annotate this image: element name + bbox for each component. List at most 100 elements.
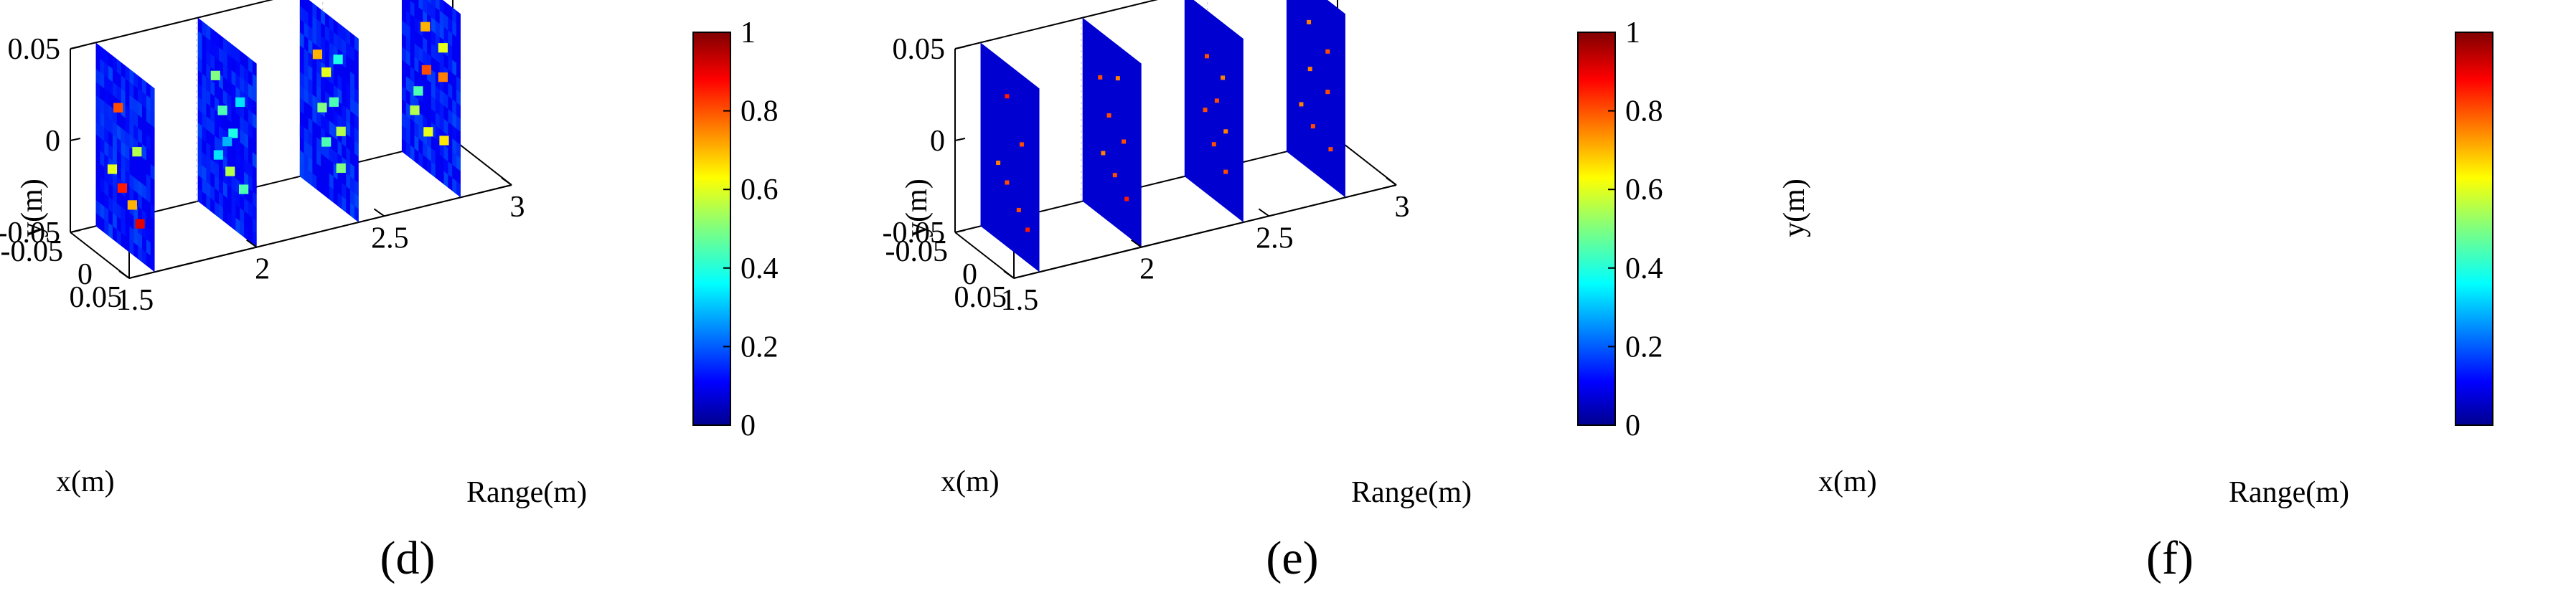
noise-cell bbox=[121, 141, 126, 158]
noise-cell bbox=[410, 66, 415, 83]
noise-cell bbox=[299, 123, 304, 141]
noise-cell bbox=[342, 196, 347, 213]
noise-cell bbox=[456, 102, 461, 119]
target-point bbox=[438, 43, 448, 53]
noise-cell bbox=[146, 226, 151, 243]
noise-cell bbox=[146, 174, 151, 191]
noise-cell bbox=[210, 184, 215, 201]
noise-cell bbox=[218, 125, 223, 143]
noise-cell bbox=[227, 92, 232, 110]
noise-cell bbox=[197, 83, 202, 100]
noise-cell bbox=[431, 30, 436, 47]
noise-cell bbox=[299, 71, 304, 88]
noise-cell bbox=[210, 53, 215, 70]
noise-cell bbox=[202, 152, 207, 169]
noise-cell bbox=[252, 86, 257, 103]
noise-cell bbox=[215, 122, 219, 139]
noise-cell bbox=[100, 111, 105, 128]
noise-cell bbox=[202, 125, 207, 143]
noise-cell bbox=[401, 85, 406, 103]
y-axis-label: y(m) bbox=[901, 179, 934, 237]
target-point bbox=[1221, 75, 1226, 80]
noise-cell bbox=[346, 94, 351, 111]
noise-cell bbox=[100, 137, 105, 154]
y-axis-label: y(m) bbox=[1778, 179, 1811, 237]
noise-cell bbox=[431, 108, 436, 125]
noise-cell bbox=[299, 163, 304, 180]
target-point bbox=[213, 150, 223, 160]
noise-cell bbox=[95, 108, 100, 125]
target-point bbox=[321, 137, 332, 147]
noise-cell bbox=[443, 158, 448, 175]
noise-cell bbox=[304, 35, 309, 52]
colorbar-gradient bbox=[2455, 32, 2493, 426]
tick-mark bbox=[1003, 270, 1015, 279]
noise-cell bbox=[112, 82, 117, 99]
tick-labels: 1.522.530.050-0.050.050-0.05 bbox=[0, 33, 525, 317]
noise-cell bbox=[133, 124, 138, 141]
noise-cell bbox=[104, 219, 109, 237]
noise-cell bbox=[146, 186, 151, 204]
noise-cell bbox=[206, 115, 211, 133]
noise-cell bbox=[141, 183, 146, 200]
noise-cell bbox=[252, 204, 257, 222]
noise-cell bbox=[308, 169, 313, 186]
noise-cell bbox=[121, 219, 126, 237]
noise-cell bbox=[104, 114, 109, 131]
noise-cell bbox=[410, 79, 415, 96]
range-axis-label: Range(m) bbox=[466, 476, 587, 509]
range-axis-label: Range(m) bbox=[2229, 476, 2349, 509]
noise-cell bbox=[95, 82, 100, 99]
noise-cell bbox=[244, 158, 248, 176]
panel-caption: (d) bbox=[380, 532, 436, 584]
noise-cell bbox=[431, 95, 436, 113]
noise-cell bbox=[108, 144, 113, 161]
noise-cell bbox=[346, 173, 351, 190]
noise-cell bbox=[308, 77, 313, 95]
noise-cell bbox=[312, 16, 317, 32]
noise-cell bbox=[231, 175, 236, 191]
noise-cell bbox=[150, 255, 155, 272]
noise-cell bbox=[312, 108, 317, 124]
noise-cell bbox=[439, 102, 444, 119]
noise-cell bbox=[125, 144, 130, 161]
noise-cell bbox=[337, 87, 342, 105]
noise-cell bbox=[321, 35, 325, 52]
noise-cell bbox=[133, 229, 138, 246]
noise-cell bbox=[333, 110, 338, 128]
noise-cell bbox=[121, 153, 126, 171]
noise-cell bbox=[354, 206, 359, 222]
axis-line bbox=[954, 232, 1015, 279]
noise-cell bbox=[312, 94, 317, 111]
range-tick-label: 2.5 bbox=[1256, 222, 1294, 255]
noise-cell bbox=[125, 130, 130, 148]
noise-cell bbox=[350, 123, 354, 141]
noise-cell bbox=[215, 175, 219, 191]
target-point bbox=[336, 126, 346, 136]
noise-cell bbox=[414, 56, 419, 73]
target-point bbox=[132, 147, 142, 157]
target-point bbox=[1214, 98, 1219, 103]
range-axis-label: Range(m) bbox=[1351, 476, 1472, 509]
noise-cell bbox=[312, 68, 317, 85]
x-axis-label: x(m) bbox=[1818, 465, 1877, 498]
noise-cell bbox=[150, 203, 155, 220]
tick-mark bbox=[1386, 177, 1397, 186]
noise-cell bbox=[414, 16, 419, 34]
noise-cell bbox=[329, 186, 334, 203]
noise-cell bbox=[410, 92, 415, 109]
noise-cell bbox=[316, 71, 321, 88]
noise-cell bbox=[427, 145, 431, 162]
tick-mark bbox=[70, 229, 81, 233]
noise-cell bbox=[354, 140, 359, 157]
target-point bbox=[127, 200, 137, 210]
noise-cell bbox=[456, 181, 461, 198]
x-tick-label: 0 bbox=[962, 258, 977, 291]
noise-cell bbox=[354, 87, 359, 105]
noise-cell bbox=[448, 56, 453, 73]
noise-cell bbox=[146, 95, 151, 112]
noise-cell bbox=[448, 30, 453, 47]
target-point bbox=[228, 128, 238, 138]
noise-cell bbox=[138, 75, 142, 92]
noise-cell bbox=[231, 201, 236, 218]
